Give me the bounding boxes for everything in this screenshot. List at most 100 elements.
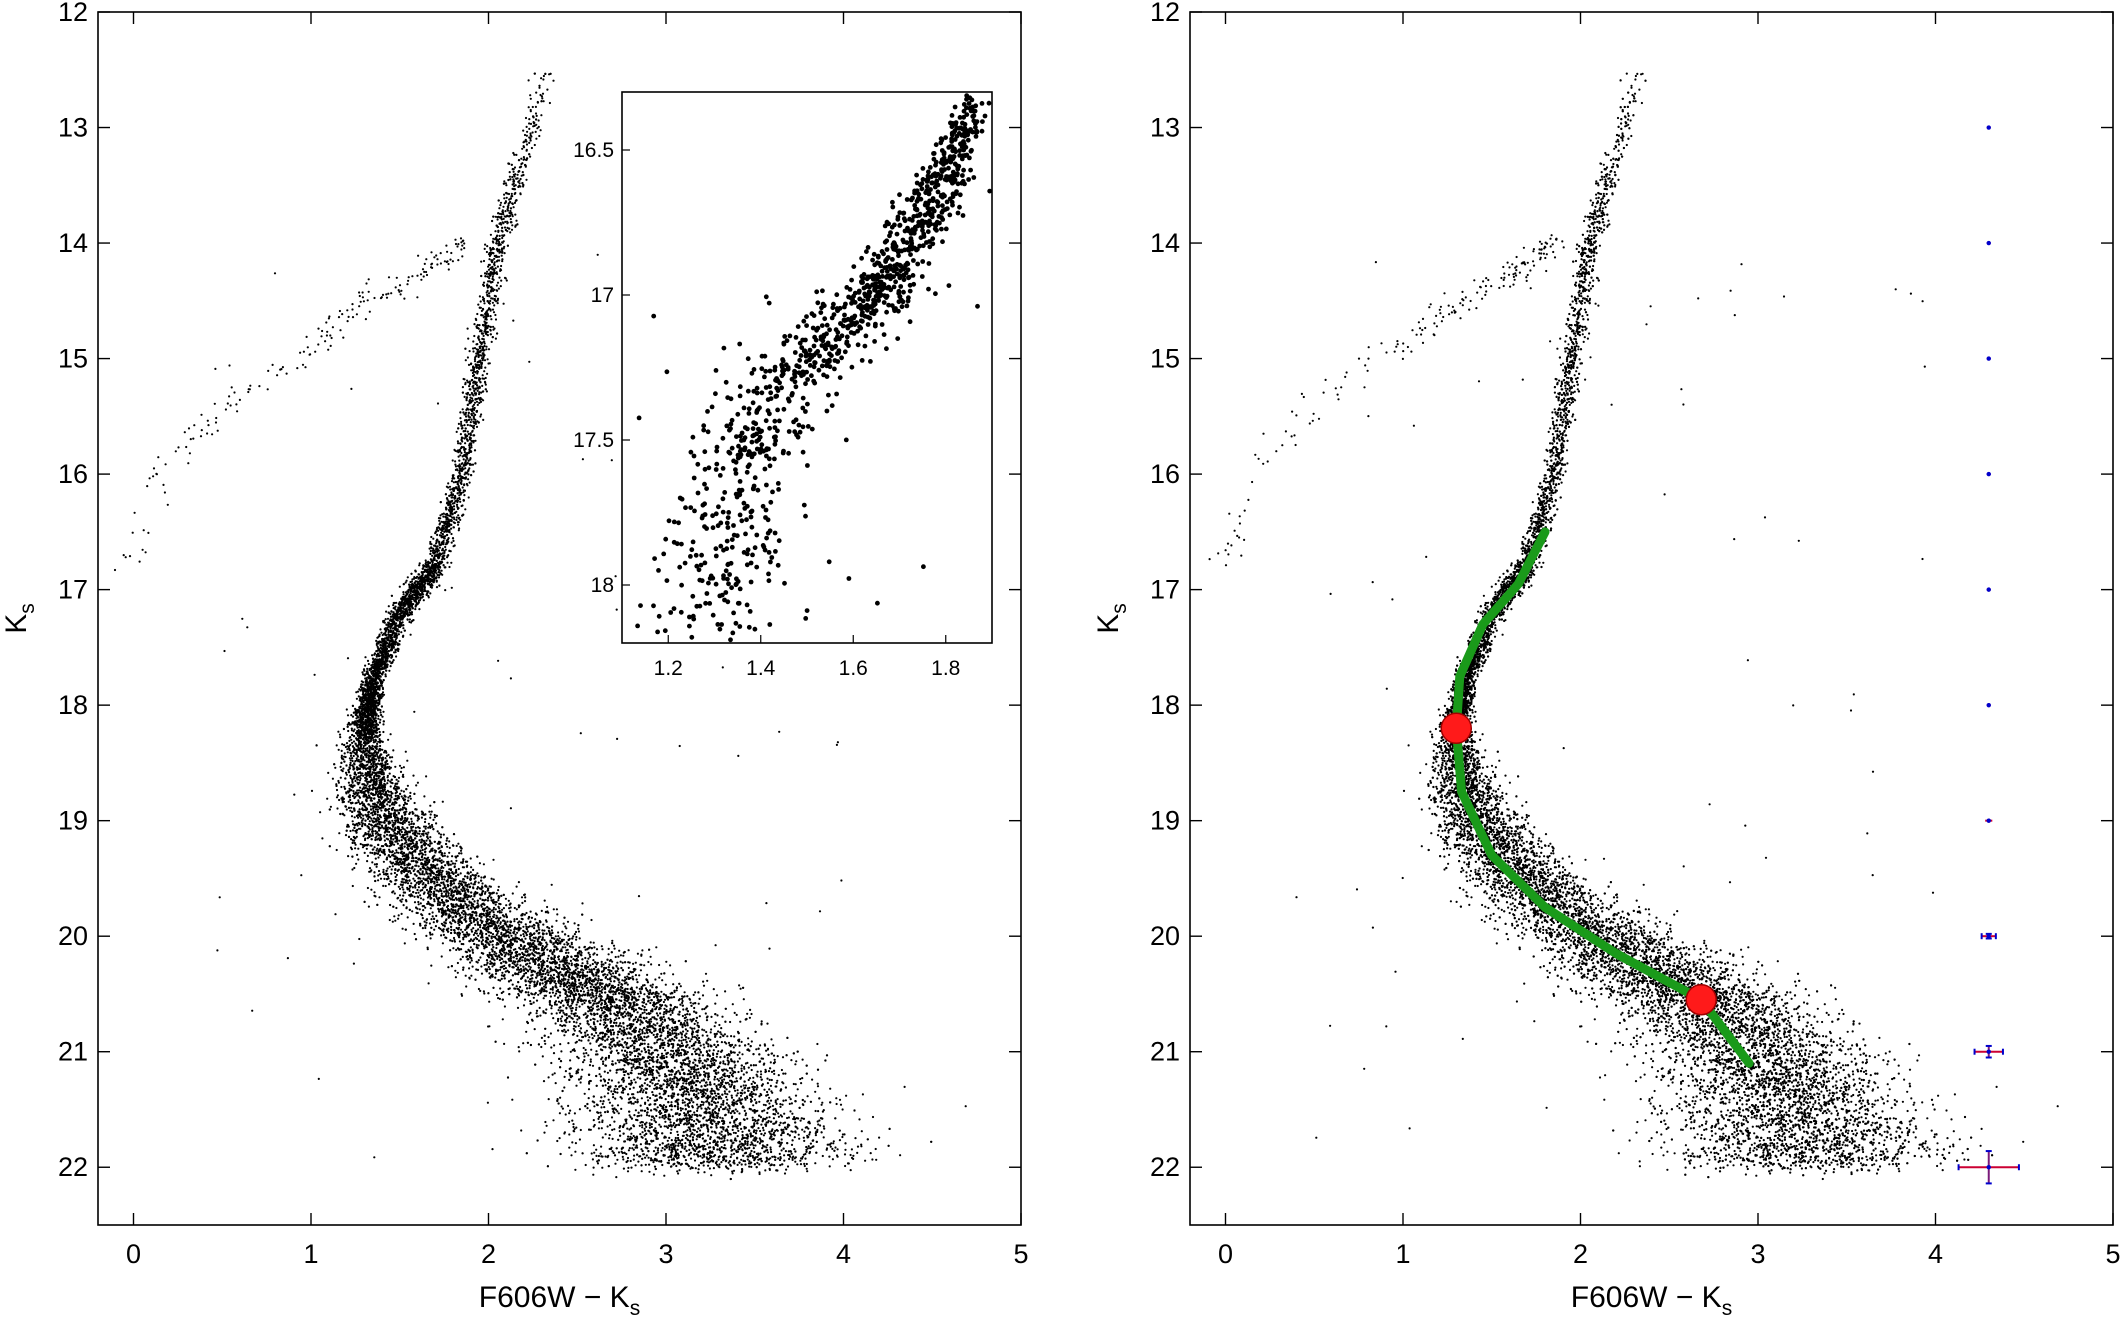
star-point [641,1124,644,1127]
star-point [363,851,366,855]
star-point [650,1125,653,1129]
star-point [500,957,503,960]
star-point [411,832,415,835]
star-point [663,1041,666,1044]
star-point [710,1028,713,1031]
star-point [658,1086,661,1089]
star-point [618,1017,621,1020]
star-point [713,1083,716,1086]
star-point [664,1120,667,1123]
star-point [441,942,444,945]
star-point [789,1155,792,1158]
star-point [374,895,377,898]
star-point [607,1098,610,1101]
star-point [361,772,364,775]
star-point [722,1128,725,1131]
star-point [366,659,370,663]
star-point [799,1119,802,1122]
star-point [559,985,562,988]
star-point [466,888,470,892]
star-point [350,714,353,717]
star-point [458,923,461,927]
star-point [766,1090,769,1094]
star-point [400,912,403,916]
star-point [489,309,492,312]
star-point [498,234,501,237]
star-point [400,766,403,770]
star-point [644,1101,647,1104]
star-point [573,922,576,925]
star-point [504,220,507,223]
star-point [403,821,406,824]
star-point [622,954,625,957]
star-point [670,1146,673,1149]
star-point [719,1105,722,1109]
star-point [730,1153,733,1156]
star-point [436,881,439,884]
star-point [399,833,402,836]
star-point [553,1072,556,1075]
y-tick-label: 13 [58,113,88,143]
star-point [603,1106,606,1109]
star-point [789,1110,792,1113]
star-point [717,1071,720,1074]
star-point [701,1034,704,1037]
y-tick-label: 16 [58,459,88,489]
star-point [595,1050,598,1053]
star-point [655,1076,658,1079]
star-point [640,1148,643,1151]
star-point [378,702,381,706]
star-point [772,1117,776,1120]
star-point [357,858,360,861]
star-point [319,811,322,814]
star-point [387,854,390,857]
star-point [676,1133,680,1136]
star-point [663,1043,666,1047]
star-point [528,984,531,987]
star-point [643,993,646,996]
star-point [564,946,567,949]
star-point [728,1083,731,1086]
star-point [483,247,486,250]
star-point [519,964,522,967]
star-point [630,1033,633,1036]
star-point [568,1072,571,1075]
star-point [524,116,528,120]
star-point [641,1030,644,1034]
star-point [697,1143,700,1146]
star-point [684,1019,687,1022]
star-point [391,819,394,822]
star-point [771,1155,774,1158]
star-point [693,1027,696,1030]
star-point [665,1052,668,1055]
y-tick-label: 18 [58,690,88,720]
star-point [727,1125,730,1128]
star-point [374,717,377,720]
star-point [660,1052,664,1055]
star-point [698,1150,701,1153]
star-point [529,94,532,97]
star-point [546,905,549,909]
star-point [771,1104,775,1107]
star-point [413,895,416,898]
star-point [706,1083,709,1086]
star-point [720,1033,723,1036]
star-point [455,844,458,848]
star-point [406,835,409,838]
star-point [572,935,575,938]
star-point [726,1056,729,1059]
star-point [821,1101,824,1104]
star-point [476,886,479,889]
star-point [498,997,501,1001]
star-point [371,654,374,657]
star-point [732,1099,735,1102]
star-point [632,1102,635,1105]
star-point [345,808,348,811]
star-point [777,1115,781,1118]
star-point [686,1018,689,1021]
star-point [699,1155,702,1158]
star-point [684,1028,688,1031]
star-point [655,1012,659,1015]
star-point [697,1002,700,1005]
star-point [402,591,405,594]
